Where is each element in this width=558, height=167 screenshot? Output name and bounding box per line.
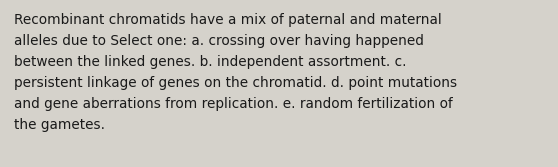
Text: the gametes.: the gametes. bbox=[14, 118, 105, 132]
Text: and gene aberrations from replication. e. random fertilization of: and gene aberrations from replication. e… bbox=[14, 97, 453, 111]
Text: between the linked genes. b. independent assortment. c.: between the linked genes. b. independent… bbox=[14, 55, 406, 69]
Text: persistent linkage of genes on the chromatid. d. point mutations: persistent linkage of genes on the chrom… bbox=[14, 76, 457, 90]
Text: Recombinant chromatids have a mix of paternal and maternal: Recombinant chromatids have a mix of pat… bbox=[14, 13, 442, 27]
Text: alleles due to Select one: a. crossing over having happened: alleles due to Select one: a. crossing o… bbox=[14, 34, 424, 48]
